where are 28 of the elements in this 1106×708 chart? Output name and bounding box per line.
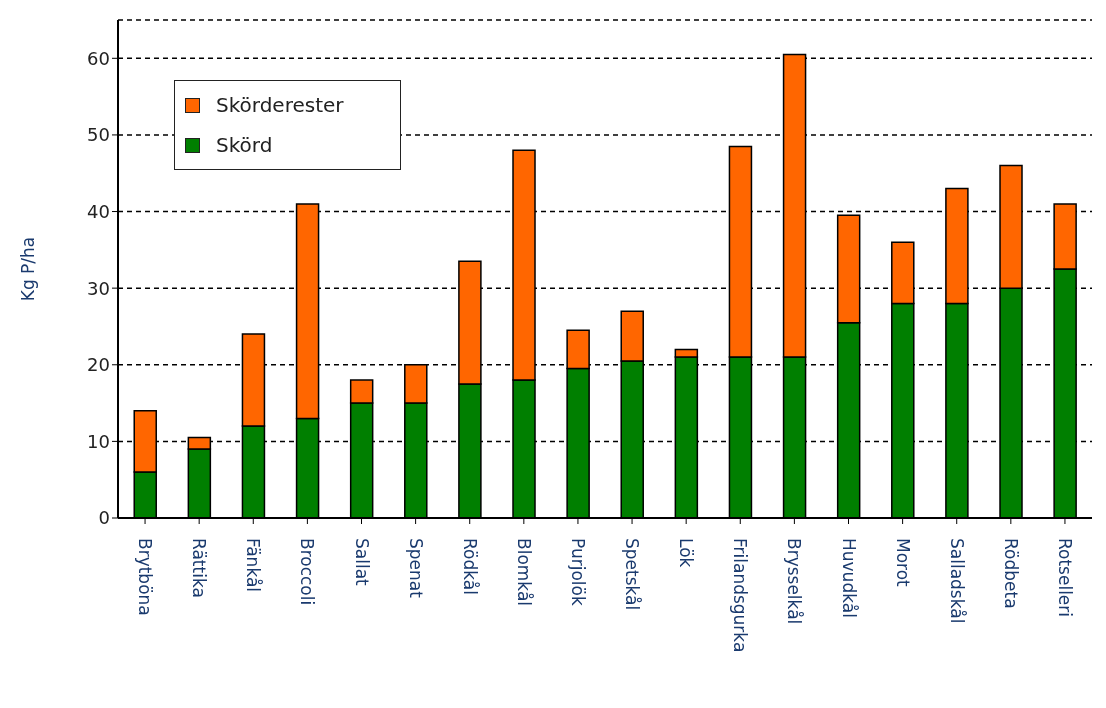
y-tick-label: 40 (87, 200, 110, 222)
x-tick-label: Broccoli (297, 538, 318, 606)
x-tick-label: Brytböna (135, 538, 156, 616)
y-tick-label: 20 (87, 354, 110, 376)
y-tick-label: 50 (87, 124, 110, 146)
y-tick-label: 60 (87, 47, 110, 69)
x-tick-label: Rödkål (459, 538, 480, 595)
legend-label: Skörderester (216, 93, 344, 117)
x-tick-label: Purjolök (567, 538, 588, 606)
x-tick-label: Salladskål (946, 538, 967, 624)
x-tick-label: Huvudkål (838, 538, 859, 618)
y-tick-label: 10 (87, 430, 110, 452)
x-tick-label: Blomkål (513, 538, 534, 607)
x-tick-label: Rödbeta (1000, 538, 1021, 609)
x-tick-label: Spetskål (622, 538, 643, 611)
x-tick-label: Lök (676, 538, 697, 568)
x-tick-label: Brysselkål (784, 538, 805, 625)
x-tick-label: Rättika (189, 538, 210, 598)
x-tick-label: Sallat (351, 538, 372, 587)
y-tick-label: 30 (87, 277, 110, 299)
y-tick-label: 0 (98, 507, 110, 529)
x-tick-label: Rotselleri (1054, 538, 1075, 618)
x-tick-label: Morot (892, 538, 913, 588)
x-tick-label: Frilandsgurka (730, 538, 751, 653)
legend-label: Skörd (216, 133, 273, 157)
x-tick-label: Fänkål (243, 538, 264, 593)
x-tick-label: Spenat (405, 538, 426, 599)
y-axis-title: Kg P/ha (18, 236, 39, 302)
